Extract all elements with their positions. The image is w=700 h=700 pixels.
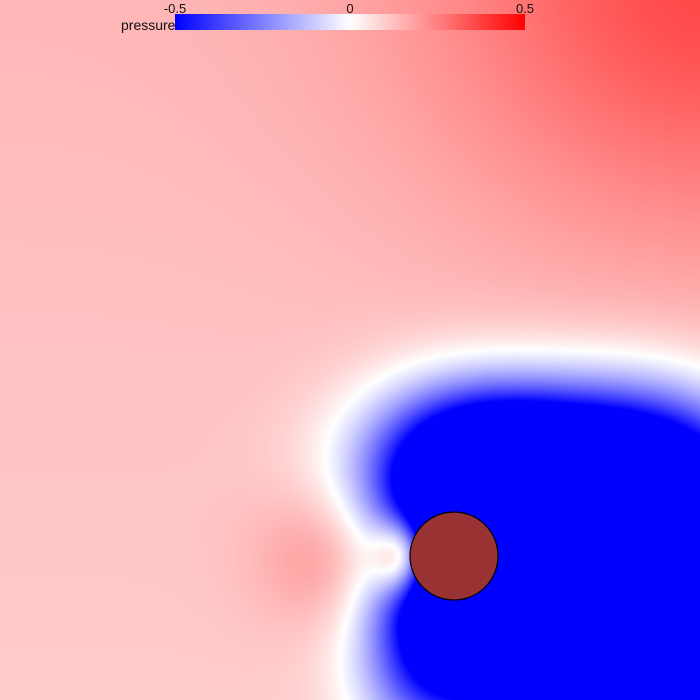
- colorbar-tick-max: 0.5: [515, 1, 535, 16]
- colorbar-tick-min: -0.5: [163, 1, 187, 16]
- colorbar-tick-mid: 0: [346, 1, 354, 16]
- colorbar-gradient: [175, 14, 525, 30]
- colorbar-label: pressure: [121, 17, 176, 33]
- circular-obstacle: [409, 511, 499, 601]
